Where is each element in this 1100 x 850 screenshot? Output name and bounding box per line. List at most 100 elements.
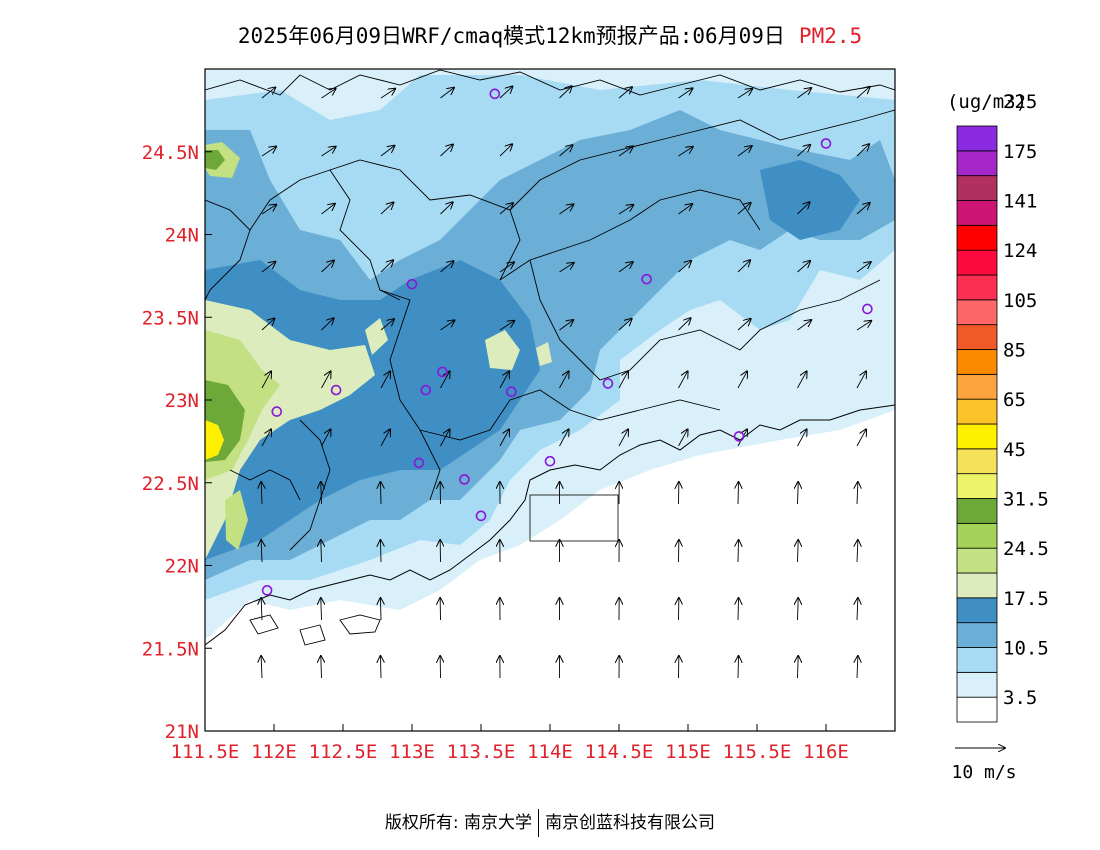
station-marker bbox=[489, 88, 501, 100]
wind-arrow bbox=[618, 371, 628, 389]
lat-tick-label: 21N bbox=[165, 721, 199, 743]
wind-arrow bbox=[321, 204, 335, 215]
city-boundary-4 bbox=[499, 189, 761, 281]
wind-arrow bbox=[440, 429, 450, 447]
colorbar-label: 85 bbox=[1003, 340, 1026, 362]
lat-tick-label: 22.5N bbox=[142, 473, 199, 495]
wind-arrow bbox=[499, 86, 512, 99]
wind-arrow bbox=[797, 261, 811, 273]
island-1 bbox=[339, 614, 381, 635]
wind-arrow bbox=[380, 146, 394, 157]
station-marker bbox=[261, 585, 273, 596]
lon-tick-label: 116E bbox=[803, 741, 849, 763]
colorbar-segment bbox=[956, 150, 998, 177]
wind-arrow bbox=[321, 318, 334, 331]
colorbar-label: 105 bbox=[1003, 290, 1037, 312]
wind-arrow bbox=[261, 147, 276, 157]
wind-arrow bbox=[380, 598, 381, 621]
colorbar-segment bbox=[956, 299, 998, 326]
station-marker bbox=[437, 366, 448, 378]
wind-arrow bbox=[738, 540, 739, 563]
field-spot-pale-green-1 bbox=[485, 330, 520, 370]
lon-tick-label: 115.5E bbox=[723, 741, 792, 763]
wind-arrow bbox=[559, 145, 573, 157]
boundaries bbox=[205, 69, 895, 646]
wind-arrow bbox=[559, 86, 572, 99]
wind-arrow bbox=[380, 89, 395, 99]
station-marker bbox=[820, 138, 832, 149]
wind-arrow bbox=[321, 429, 331, 447]
wind-arrow bbox=[440, 320, 455, 331]
wind-arrow bbox=[798, 598, 799, 621]
wind-arrow bbox=[678, 371, 688, 389]
wind-arrow bbox=[797, 145, 811, 157]
wind-arrow bbox=[499, 262, 514, 273]
colorbar-segment bbox=[956, 572, 998, 599]
wind-arrow bbox=[559, 429, 569, 447]
wind-arrow bbox=[738, 656, 739, 679]
wind-arrow bbox=[798, 540, 799, 563]
wind-arrow bbox=[380, 371, 390, 389]
island-2 bbox=[299, 624, 326, 646]
wind-arrow bbox=[856, 144, 869, 157]
colorbar-label: 24.5 bbox=[1003, 538, 1049, 560]
wind-arrow bbox=[499, 144, 512, 157]
wind-arrow bbox=[261, 262, 275, 273]
wind-arrow bbox=[321, 482, 322, 505]
wind-arrow bbox=[618, 429, 628, 447]
wind-arrow bbox=[559, 204, 574, 215]
city-boundary-7 bbox=[419, 389, 721, 441]
wind-arrow bbox=[321, 540, 322, 563]
colorbar-segment bbox=[956, 696, 998, 723]
station-marker bbox=[459, 474, 470, 485]
colorbar-segment bbox=[956, 647, 998, 673]
wind-arrow bbox=[440, 144, 453, 157]
wind-arrow bbox=[559, 371, 569, 389]
colorbar-segment bbox=[956, 597, 998, 624]
wind-arrow bbox=[737, 260, 750, 273]
wind-arrow bbox=[380, 202, 393, 215]
colorbar-segment bbox=[956, 224, 998, 251]
colorbar-segment bbox=[956, 398, 998, 425]
wind-arrow bbox=[678, 147, 693, 157]
wind-arrow bbox=[380, 656, 381, 679]
wind-arrow bbox=[797, 88, 812, 99]
wind-arrow bbox=[261, 482, 262, 505]
city-boundary-2 bbox=[329, 159, 521, 281]
wind-arrow bbox=[797, 429, 807, 447]
wind-arrow bbox=[857, 482, 858, 505]
wind-arrow bbox=[321, 598, 322, 621]
lon-tick-label: 113.5E bbox=[447, 741, 516, 763]
station-marker bbox=[733, 431, 745, 442]
field-spot-pale-green-3 bbox=[536, 342, 552, 366]
colorbar-segment bbox=[956, 622, 998, 648]
lat-tick-label: 22N bbox=[165, 556, 199, 578]
map-title: 2025年06月09日WRF/cmaq模式12km预报产品:06月09日 PM2.… bbox=[0, 20, 1100, 50]
field-zone-yellow bbox=[205, 420, 224, 460]
pm25-field bbox=[205, 69, 895, 731]
colorbar-segment bbox=[956, 125, 998, 152]
wind-arrow bbox=[678, 429, 688, 447]
colorbar: 3.5 10.5 17.5 24.5 31.5 45 65 85 105 124 141 175 225 bbox=[956, 91, 1049, 723]
colorbar-segment bbox=[956, 200, 998, 226]
city-boundary-5 bbox=[509, 109, 895, 211]
wind-arrow bbox=[380, 540, 381, 563]
wind-arrow bbox=[261, 87, 275, 99]
colorbar-segment bbox=[956, 373, 998, 400]
lat-tick-label: 23N bbox=[165, 390, 199, 412]
field-spot-pale-green-2 bbox=[365, 318, 388, 355]
wind-arrow bbox=[797, 202, 810, 215]
wind-arrow bbox=[856, 429, 866, 447]
lat-tick-label: 24N bbox=[165, 225, 199, 247]
wind-arrow bbox=[618, 205, 633, 215]
wind-arrow bbox=[618, 146, 633, 157]
colorbar-segment bbox=[956, 249, 998, 276]
lon-tick-label: 112E bbox=[251, 741, 297, 763]
lon-tick-label: 113E bbox=[389, 741, 435, 763]
colorbar-segment bbox=[956, 671, 998, 698]
lon-tick-label: 115E bbox=[665, 741, 711, 763]
wind-arrow bbox=[618, 87, 632, 99]
city-boundary-9 bbox=[229, 469, 301, 501]
colorbar-label: 141 bbox=[1003, 191, 1037, 213]
